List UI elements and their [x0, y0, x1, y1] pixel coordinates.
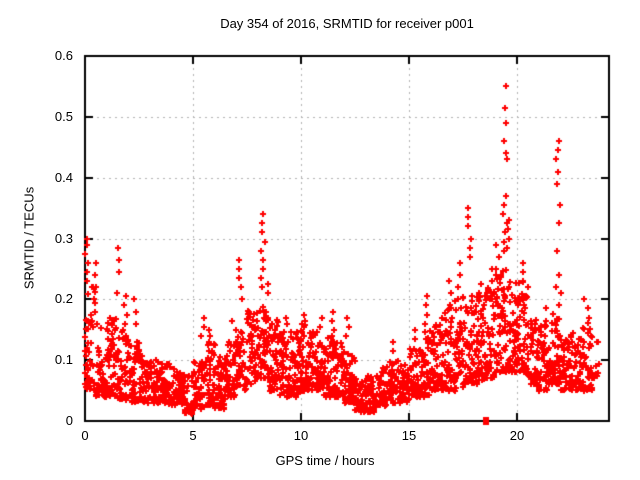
y-tick-label-0.1: 0.1 — [54, 352, 73, 367]
y-tick-label-0.5: 0.5 — [54, 109, 73, 124]
x-tick-label-10: 10 — [293, 428, 309, 443]
y-tick-label-0.6: 0.6 — [54, 48, 73, 63]
y-tick-label-0.4: 0.4 — [54, 170, 73, 185]
y-tick-label-0: 0 — [65, 413, 73, 428]
x-tick-label-15: 15 — [401, 428, 417, 443]
y-tick-label-0.3: 0.3 — [54, 231, 73, 246]
chart-title: Day 354 of 2016, SRMTID for receiver p00… — [220, 16, 474, 31]
x-tick-label-0: 0 — [81, 428, 89, 443]
x-tick-label-5: 5 — [189, 428, 197, 443]
x-tick-label-20: 20 — [509, 428, 525, 443]
x-axis-title: GPS time / hours — [275, 453, 375, 468]
y-tick-label-0.2: 0.2 — [54, 291, 73, 306]
